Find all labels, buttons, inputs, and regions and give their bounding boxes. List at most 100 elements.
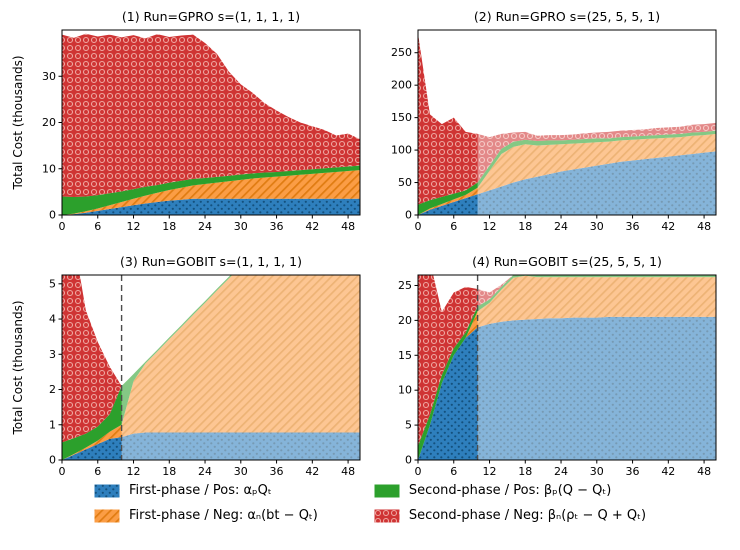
- x-tick-label: 12: [127, 220, 141, 233]
- x-tick-label: 24: [554, 465, 568, 478]
- legend-item-first_pos: First-phase / Pos: αₚQₜ: [94, 483, 318, 498]
- subplot-title: (4) Run=GOBIT s=(25, 5, 5, 1): [472, 254, 662, 269]
- y-tick-label: 20: [398, 314, 412, 327]
- forecast-overlay: [121, 275, 360, 460]
- x-tick-label: 0: [415, 220, 422, 233]
- y-tick-label: 0: [405, 209, 412, 222]
- subplot-title: (1) Run=GPRO s=(1, 1, 1, 1): [122, 9, 300, 24]
- x-tick-label: 48: [341, 465, 355, 478]
- x-tick-label: 36: [270, 465, 284, 478]
- x-tick-label: 42: [305, 220, 319, 233]
- x-tick-label: 48: [341, 220, 355, 233]
- y-tick-label: 200: [391, 79, 412, 92]
- y-tick-label: 2: [49, 383, 56, 396]
- legend-swatch-second_pos: [374, 484, 400, 497]
- y-tick-label: 150: [391, 111, 412, 124]
- x-tick-label: 36: [270, 220, 284, 233]
- x-tick-label: 0: [59, 465, 66, 478]
- x-tick-label: 30: [590, 465, 604, 478]
- y-axis-label: Total Cost (thousands): [11, 55, 25, 190]
- forecast-overlay: [477, 30, 716, 215]
- x-tick-label: 12: [483, 220, 497, 233]
- x-tick-label: 18: [518, 220, 532, 233]
- x-tick-label: 24: [554, 220, 568, 233]
- y-tick-label: 10: [42, 162, 56, 175]
- chart-canvas: 0 6 12 18 24 30 36 42 48 0 10 20 30 (1) Run=GPRO s=(1…: [11, 9, 361, 233]
- subplot-2-gpro-25551: 0 6 12 18 24 30 36 42 48 0 50 100 150 200 250 (2) Run=G…: [366, 4, 718, 246]
- legend-label: Second-phase / Pos: βₚ(Q − Qₜ): [408, 483, 612, 498]
- x-tick-label: 6: [450, 220, 457, 233]
- area-first_pos: [418, 151, 716, 215]
- area-first_pos: [62, 432, 360, 460]
- x-tick-label: 36: [626, 465, 640, 478]
- y-tick-label: 100: [391, 144, 412, 157]
- x-tick-label: 12: [483, 465, 497, 478]
- x-tick-label: 6: [450, 465, 457, 478]
- legend-item-second_pos: Second-phase / Pos: βₚ(Q − Qₜ): [374, 483, 646, 498]
- y-tick-label: 15: [398, 349, 412, 362]
- x-tick-label: 36: [626, 220, 640, 233]
- legend-label: First-phase / Neg: αₙ(bt − Qₜ): [128, 508, 318, 523]
- x-tick-label: 48: [697, 220, 711, 233]
- legend: First-phase / Pos: αₚQₜ First-phase / Neg…: [0, 483, 740, 523]
- x-tick-label: 18: [162, 220, 176, 233]
- chart-canvas: 0 6 12 18 24 30 36 42 48 0 5 10 15 20 25 (4) Run=GOBIT …: [398, 254, 717, 478]
- x-tick-label: 24: [198, 465, 212, 478]
- subplot-title: (2) Run=GPRO s=(25, 5, 5, 1): [474, 9, 660, 24]
- area-first_neg: [418, 275, 716, 460]
- y-tick-label: 5: [49, 277, 56, 290]
- area-second_neg: [418, 33, 716, 205]
- y-tick-label: 10: [398, 384, 412, 397]
- x-tick-label: 24: [198, 220, 212, 233]
- subplot-3-gobit-1111: 0 6 12 18 24 30 36 42 48 0 1 2 3 4 5 (3) Run=GOBIT s=(1…: [10, 249, 362, 491]
- y-tick-label: 3: [49, 348, 56, 361]
- x-tick-label: 6: [94, 220, 101, 233]
- y-tick-label: 0: [49, 209, 56, 222]
- x-tick-label: 42: [305, 465, 319, 478]
- x-tick-label: 6: [94, 465, 101, 478]
- area-first_pos: [418, 316, 716, 460]
- x-tick-label: 30: [234, 465, 248, 478]
- legend-swatch-first_neg: [94, 509, 120, 522]
- area-second_neg: [62, 275, 231, 443]
- x-tick-label: 42: [661, 220, 675, 233]
- area-second_neg: [62, 33, 360, 197]
- x-tick-label: 12: [127, 465, 141, 478]
- x-tick-label: 30: [234, 220, 248, 233]
- y-tick-label: 4: [49, 313, 56, 326]
- x-tick-label: 42: [661, 465, 675, 478]
- legend-swatch-first_pos: [94, 484, 120, 497]
- area-first_neg: [62, 170, 360, 215]
- y-tick-label: 250: [391, 46, 412, 59]
- legend-item-second_neg: Second-phase / Neg: βₙ(ρₜ − Q + Qₜ): [374, 508, 646, 523]
- chart-canvas: 0 6 12 18 24 30 36 42 48 0 50 100 150 200 250 (2) Run=G…: [391, 9, 717, 233]
- axes-frame: [61, 274, 361, 461]
- x-tick-label: 0: [59, 220, 66, 233]
- y-tick-label: 50: [398, 176, 412, 189]
- x-tick-label: 18: [162, 465, 176, 478]
- area-first_neg: [418, 133, 716, 215]
- legend-label: Second-phase / Neg: βₙ(ρₜ − Q + Qₜ): [408, 508, 647, 523]
- area-first_neg: [62, 275, 360, 460]
- y-tick-label: 30: [42, 70, 56, 83]
- y-tick-label: 20: [42, 116, 56, 129]
- forecast-overlay: [477, 275, 716, 460]
- x-tick-label: 0: [415, 465, 422, 478]
- axes-frame: [417, 29, 717, 216]
- legend-grid: First-phase / Pos: αₚQₜ First-phase / Neg…: [94, 483, 646, 523]
- subplot-4-gobit-25551: 0 6 12 18 24 30 36 42 48 0 5 10 15 20 25 (4) Run=GOBIT …: [366, 249, 718, 491]
- subplot-1-gpro-1111: 0 6 12 18 24 30 36 42 48 0 10 20 30 (1) Run=GPRO s=(1…: [10, 4, 362, 246]
- area-second_pos: [62, 165, 360, 215]
- x-tick-label: 18: [518, 465, 532, 478]
- y-tick-label: 25: [398, 279, 412, 292]
- y-tick-label: 0: [405, 454, 412, 467]
- x-tick-label: 30: [590, 220, 604, 233]
- legend-label: First-phase / Pos: αₚQₜ: [128, 483, 272, 498]
- area-second_pos: [62, 275, 233, 460]
- legend-swatch-second_neg: [374, 509, 400, 522]
- subplot-title: (3) Run=GOBIT s=(1, 1, 1, 1): [120, 254, 302, 269]
- x-tick-label: 48: [697, 465, 711, 478]
- y-tick-label: 5: [405, 419, 412, 432]
- y-tick-label: 0: [49, 454, 56, 467]
